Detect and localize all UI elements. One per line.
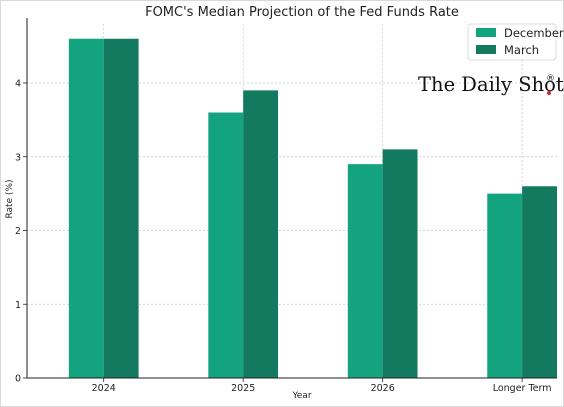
watermark-logo: The Daily Shot ®	[418, 73, 564, 96]
y-tick-label: 3	[15, 152, 21, 163]
legend-swatch-december	[476, 28, 496, 37]
legend: December March	[467, 23, 564, 61]
x-axis-label: Year	[291, 391, 311, 401]
x-tick-label: Longer Term	[493, 383, 552, 394]
x-tick-label: 2025	[231, 383, 255, 394]
bar-march-2026	[382, 149, 418, 378]
watermark-dot	[547, 91, 551, 95]
y-axis-label: Rate (%)	[5, 179, 15, 218]
bar-march-longer-term	[522, 186, 557, 378]
y-tick-label: 0	[15, 374, 21, 385]
bar-march-2024	[103, 38, 139, 378]
y-tick-label: 2	[15, 226, 21, 237]
bar-december-2025	[208, 112, 244, 378]
legend-swatch-march	[476, 45, 496, 54]
watermark-mark: ®	[546, 74, 555, 84]
bar-december-longer-term	[487, 193, 523, 378]
y-ticks: 0 1 2 3 4	[15, 79, 27, 385]
bars	[68, 38, 557, 378]
y-tick-label: 4	[15, 79, 21, 90]
chart-title: FOMC's Median Projection of the Fed Fund…	[145, 5, 459, 20]
x-tick-label: 2024	[92, 383, 116, 394]
watermark-text: The Daily Shot	[418, 73, 564, 96]
x-ticks: 2024 2025 2026 Longer Term	[92, 378, 552, 394]
y-tick-label: 1	[15, 300, 21, 311]
legend-label-december: December	[504, 26, 564, 40]
legend-label-march: March	[504, 43, 539, 57]
bar-december-2024	[68, 38, 104, 378]
bar-december-2026	[347, 164, 383, 378]
axes	[26, 18, 557, 379]
bar-march-2025	[243, 90, 279, 378]
x-tick-label: 2026	[371, 383, 395, 394]
